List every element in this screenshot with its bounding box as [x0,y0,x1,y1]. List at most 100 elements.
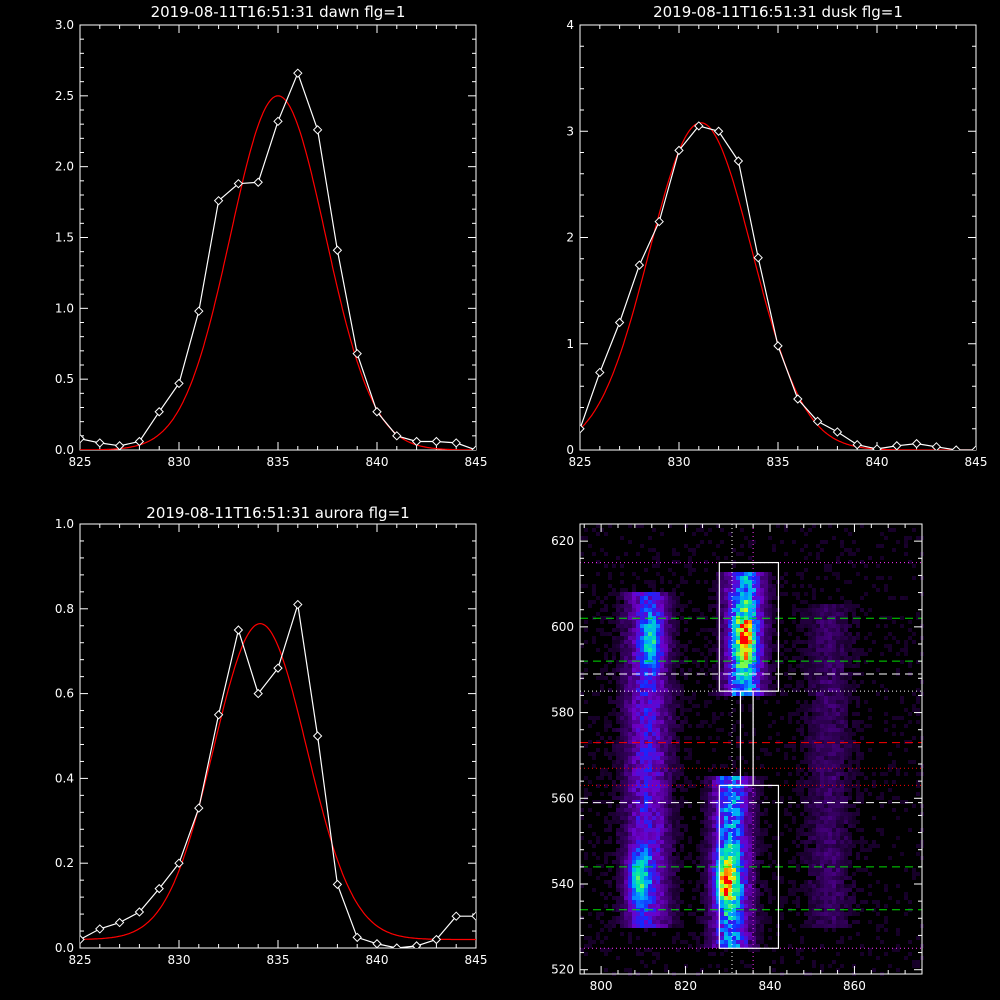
heatmap-cell [820,720,824,724]
heatmap-cell [784,692,788,696]
heatmap-cell [596,648,600,652]
heatmap-cell [828,808,832,812]
heatmap-cell [780,652,784,656]
heatmap-cell [868,920,872,924]
heatmap-cell [608,724,612,728]
heatmap-cell [804,608,808,612]
heatmap-cell [620,864,624,868]
heatmap-cell [652,596,656,600]
heatmap-cell [724,940,728,944]
heatmap-cell [744,624,748,628]
heatmap-cell [628,936,632,940]
heatmap-cell [732,636,736,640]
heatmap-cell [728,852,732,856]
heatmap-cell [664,716,668,720]
heatmap-cell [732,680,736,684]
heatmap-cell [836,788,840,792]
heatmap-cell [644,708,648,712]
heatmap-cell [824,800,828,804]
heatmap-cell [664,744,668,748]
heatmap-cell [684,648,688,652]
heatmap-cell [624,824,628,828]
heatmap-cell [796,768,800,772]
heatmap-cell [616,860,620,864]
heatmap-cell [664,644,668,648]
heatmap-cell [656,692,660,696]
heatmap-cell [716,664,720,668]
heatmap-cell [804,660,808,664]
heatmap-cell [736,788,740,792]
heatmap-cell [840,540,844,544]
heatmap-cell [836,832,840,836]
heatmap-cell [664,772,668,776]
heatmap-cell [792,860,796,864]
heatmap-cell [784,752,788,756]
heatmap-cell [828,836,832,840]
heatmap-cell [656,564,660,568]
heatmap-cell [732,596,736,600]
heatmap-cell [760,916,764,920]
heatmap-cell [764,588,768,592]
heatmap-cell [672,692,676,696]
heatmap-cell [752,624,756,628]
heatmap-cell [756,804,760,808]
heatmap-cell [660,828,664,832]
heatmap-cell [672,844,676,848]
heatmap-cell [708,736,712,740]
heatmap-cell [836,836,840,840]
heatmap-cell [628,676,632,680]
heatmap-cell [704,940,708,944]
heatmap-cell [600,912,604,916]
aurora-data-point [213,710,224,720]
heatmap-cell [808,528,812,532]
heatmap-cell [736,876,740,880]
heatmap-cell [612,592,616,596]
heatmap-cell [800,680,804,684]
heatmap-cell [636,892,640,896]
heatmap-cell [664,688,668,692]
heatmap-cell [708,808,712,812]
heatmap-cell [628,636,632,640]
heatmap-cell [740,624,744,628]
heatmap-cell [652,708,656,712]
heatmap-cell [820,800,824,804]
heatmap-cell [676,868,680,872]
heatmap-cell [824,716,828,720]
heatmap-cell [592,588,596,592]
heatmap-cell [780,584,784,588]
heatmap-cell [728,780,732,784]
heatmap-cell [812,920,816,924]
heatmap-cell [604,652,608,656]
heatmap-cell [744,604,748,608]
heatmap-cell [644,568,648,572]
heatmap-cell [600,772,604,776]
heatmap-cell [744,832,748,836]
heatmap-cell [804,852,808,856]
heatmap-cell [648,700,652,704]
heatmap-cell [820,620,824,624]
heatmap-cell [628,640,632,644]
heatmap-cell [624,552,628,556]
heatmap-cell [836,760,840,764]
heatmap-cell [748,640,752,644]
heatmap-cell [724,824,728,828]
heatmap-cell [684,696,688,700]
heatmap-cell [652,852,656,856]
heatmap-cell [668,860,672,864]
heatmap-cell [816,632,820,636]
heatmap-cell [612,820,616,824]
heatmap-cell [808,604,812,608]
heatmap-cell [712,780,716,784]
heatmap-cell [616,840,620,844]
heatmap-cell [612,668,616,672]
heatmap-cell [644,596,648,600]
heatmap-cell [604,752,608,756]
heatmap-cell [748,596,752,600]
heatmap-cell [828,680,832,684]
heatmap-cell [732,796,736,800]
heatmap-cell [720,800,724,804]
heatmap-cell [816,628,820,632]
heatmap-cell [640,812,644,816]
heatmap-cell [744,676,748,680]
heatmap-cell [600,776,604,780]
